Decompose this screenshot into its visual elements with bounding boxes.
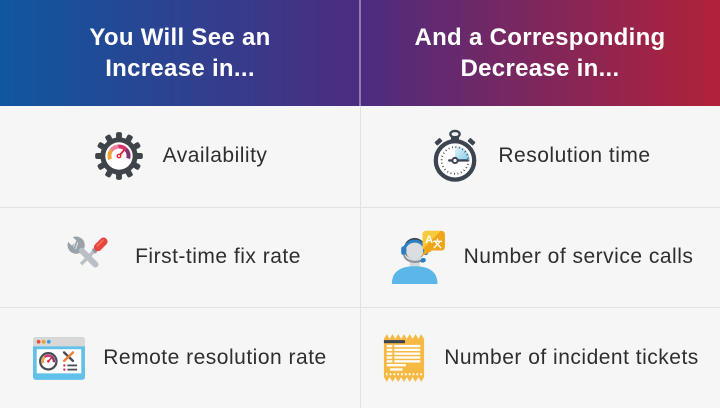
row-number-of-incident-tickets: Number of incident tickets (360, 307, 720, 408)
first-time-fix-rate-label: First-time fix rate (135, 245, 301, 269)
table-body: Availability (0, 106, 720, 408)
svg-text:A: A (425, 235, 433, 247)
row-number-of-service-calls: A Number of service calls (360, 206, 720, 308)
gauge-gear-icon (93, 130, 145, 182)
support-agent-icon: A (388, 230, 446, 285)
row-resolution-time: Resolution time (360, 106, 720, 207)
stopwatch-icon (430, 129, 480, 183)
header-increase: You Will See an Increase in... (0, 0, 360, 106)
wrench-screwdriver-icon (59, 228, 117, 286)
incident-ticket-icon (382, 332, 426, 384)
row-availability: Availability (0, 106, 360, 207)
header-decrease-line1: And a Corresponding (414, 24, 666, 51)
resolution-time-label: Resolution time (498, 144, 651, 168)
row-remote-resolution-rate: Remote resolution rate (0, 307, 360, 408)
row-first-time-fix-rate: First-time fix rate (0, 206, 360, 308)
header-increase-line1: You Will See an (89, 24, 271, 51)
header-decrease-line2: Decrease in... (460, 55, 620, 82)
remote-dashboard-window-icon (33, 336, 86, 380)
number-of-incident-tickets-label: Number of incident tickets (444, 346, 699, 370)
header-column-divider (359, 0, 361, 106)
availability-label: Availability (162, 144, 268, 168)
table-header: You Will See an Increase in... And a Cor… (0, 0, 720, 106)
remote-resolution-rate-label: Remote resolution rate (103, 346, 327, 370)
number-of-service-calls-label: Number of service calls (463, 245, 694, 269)
header-decrease: And a Corresponding Decrease in... (360, 0, 720, 106)
header-increase-line2: Increase in... (105, 55, 255, 82)
